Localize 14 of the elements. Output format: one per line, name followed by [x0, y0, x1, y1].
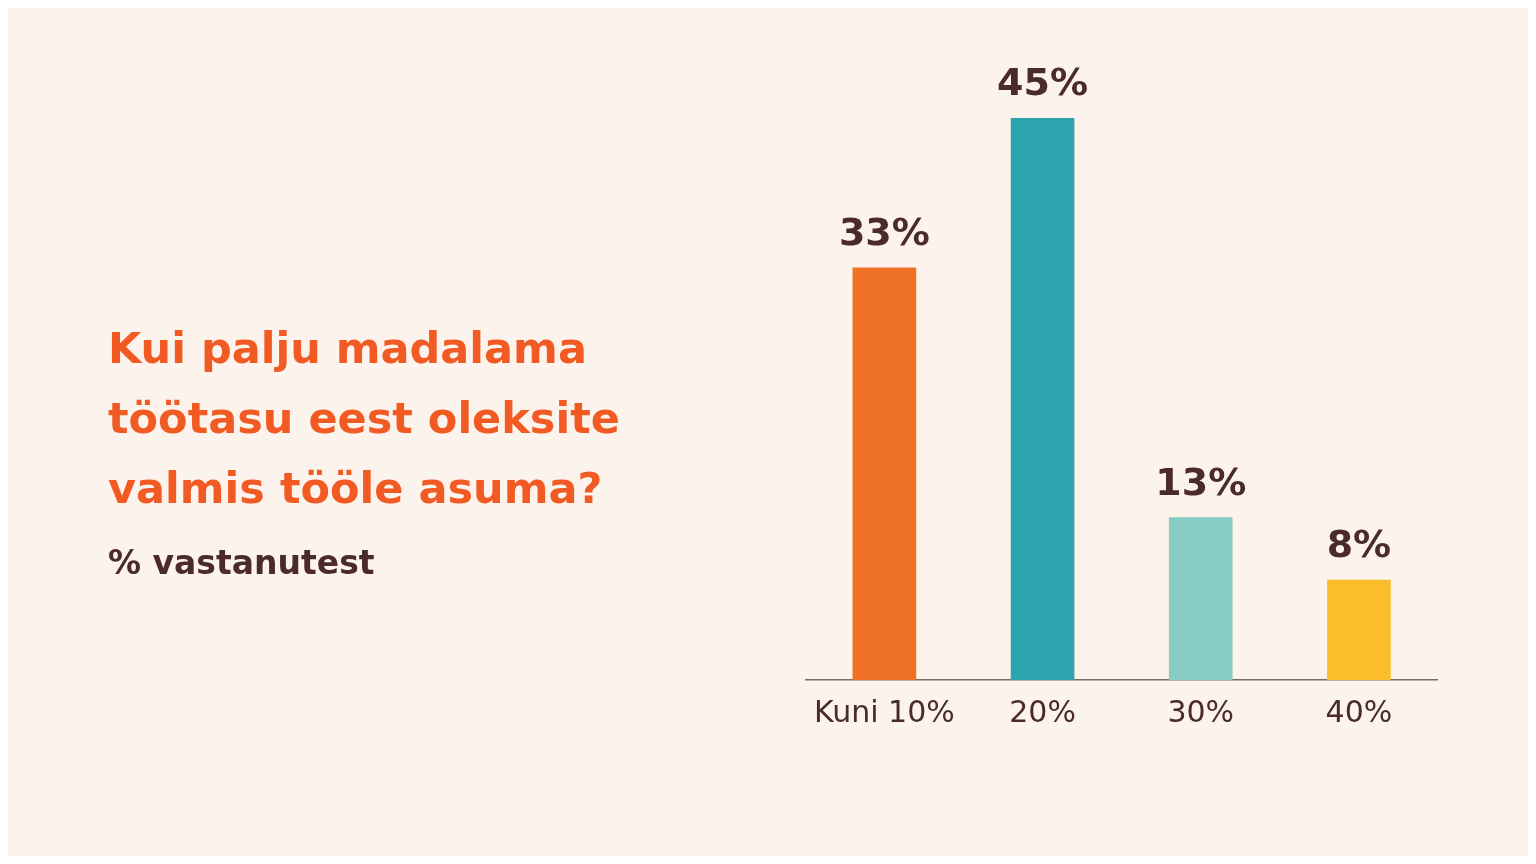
x-tick-label: 40%	[1325, 693, 1393, 729]
x-tick-label: Kuni 10%	[814, 693, 955, 729]
data-label: 13%	[1155, 459, 1247, 504]
text: % vastanutest	[108, 543, 376, 582]
bar	[1327, 579, 1391, 680]
data-label: 33%	[838, 209, 930, 254]
bar	[1168, 517, 1233, 680]
data-label: 45%	[997, 59, 1089, 104]
x-tick-label: 30%	[1167, 693, 1235, 729]
data-label: 8%	[1326, 521, 1392, 566]
bar	[852, 267, 917, 680]
bar	[1010, 118, 1075, 680]
x-tick-label: 20%	[1009, 693, 1076, 729]
text: Kui palju madalama töötasu eest oleksite valmis tööle asuma?	[108, 322, 621, 515]
